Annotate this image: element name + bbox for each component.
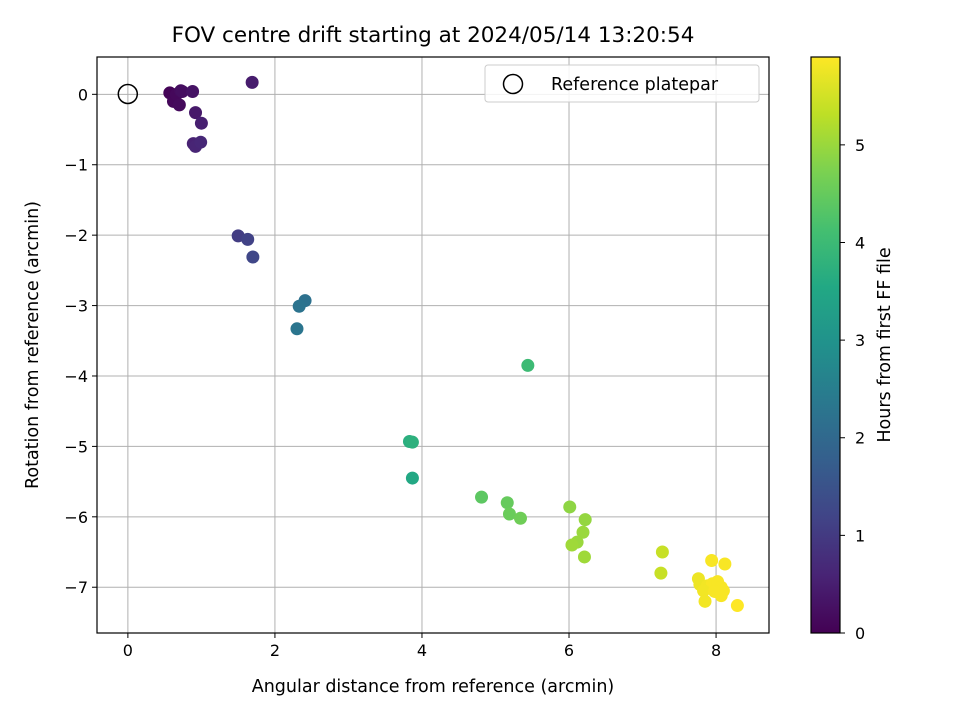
data-point [563,500,577,514]
x-tick-label: 6 [564,641,574,660]
colorbar: 0 1 2 3 4 5 Hours from first FF file [810,56,895,643]
colorbar-label: Hours from first FF file [875,247,895,442]
data-point [245,75,259,89]
data-point [500,496,514,510]
y-tick-label: −1 [64,156,88,175]
colorbar-tick-label: 1 [855,526,865,545]
legend-box [484,64,760,103]
x-axis-label: Angular distance from reference (arcmin) [252,677,615,697]
colorbar-ticks: 0 1 2 3 4 5 [840,136,865,643]
data-point [513,511,527,525]
legend: Reference platepar [484,64,760,103]
x-tick-label: 4 [417,641,427,660]
colorbar-tick-label: 2 [855,429,865,448]
data-point [194,135,208,149]
y-tick-label: −7 [64,578,88,597]
plot-frame [96,56,770,634]
data-point [241,232,255,246]
data-point [565,538,579,552]
x-axis-ticks: 0 2 4 6 8 [123,633,721,660]
colorbar-tick-label: 5 [855,136,865,155]
data-point [655,545,669,559]
data-point [521,358,535,372]
data-point [194,116,208,130]
data-point [698,594,712,608]
y-axis-label: Rotation from reference (arcmin) [23,201,43,489]
data-point [292,299,306,313]
data-point [654,566,668,580]
chart-title: FOV centre drift starting at 2024/05/14 … [172,23,695,48]
grid-lines [97,57,769,633]
legend-reference-marker [502,73,524,95]
x-tick-label: 0 [123,641,133,660]
colorbar-tick-label: 3 [855,331,865,350]
data-point [405,435,419,449]
colorbar-gradient [810,56,841,634]
data-point [405,471,419,485]
data-point [246,250,260,264]
data-point [730,599,744,613]
data-point [718,557,732,571]
x-tick-label: 2 [270,641,280,660]
colorbar-tick-label: 4 [855,233,865,252]
data-points [163,75,744,613]
x-tick-label: 8 [711,641,721,660]
data-point [576,525,590,539]
data-point [189,106,203,120]
data-point [578,513,592,527]
data-point [577,550,591,564]
data-point [186,85,200,99]
data-point [502,507,516,521]
data-point [175,85,189,99]
y-tick-label: 0 [78,85,88,104]
data-point [714,589,728,603]
data-point [172,98,186,112]
y-tick-label: −5 [64,437,88,456]
y-axis-ticks: 0 −1 −2 −3 −4 −5 −6 −7 [64,85,97,597]
y-tick-label: −6 [64,508,88,527]
legend-label: Reference platepar [551,75,719,95]
data-point [475,490,489,504]
y-tick-label: −3 [64,297,88,316]
data-point [697,584,711,598]
y-tick-label: −4 [64,367,88,386]
data-point [705,553,719,567]
y-tick-label: −2 [64,226,88,245]
data-point [290,322,304,336]
reference-marker [117,83,139,105]
colorbar-tick-label: 0 [855,624,865,643]
